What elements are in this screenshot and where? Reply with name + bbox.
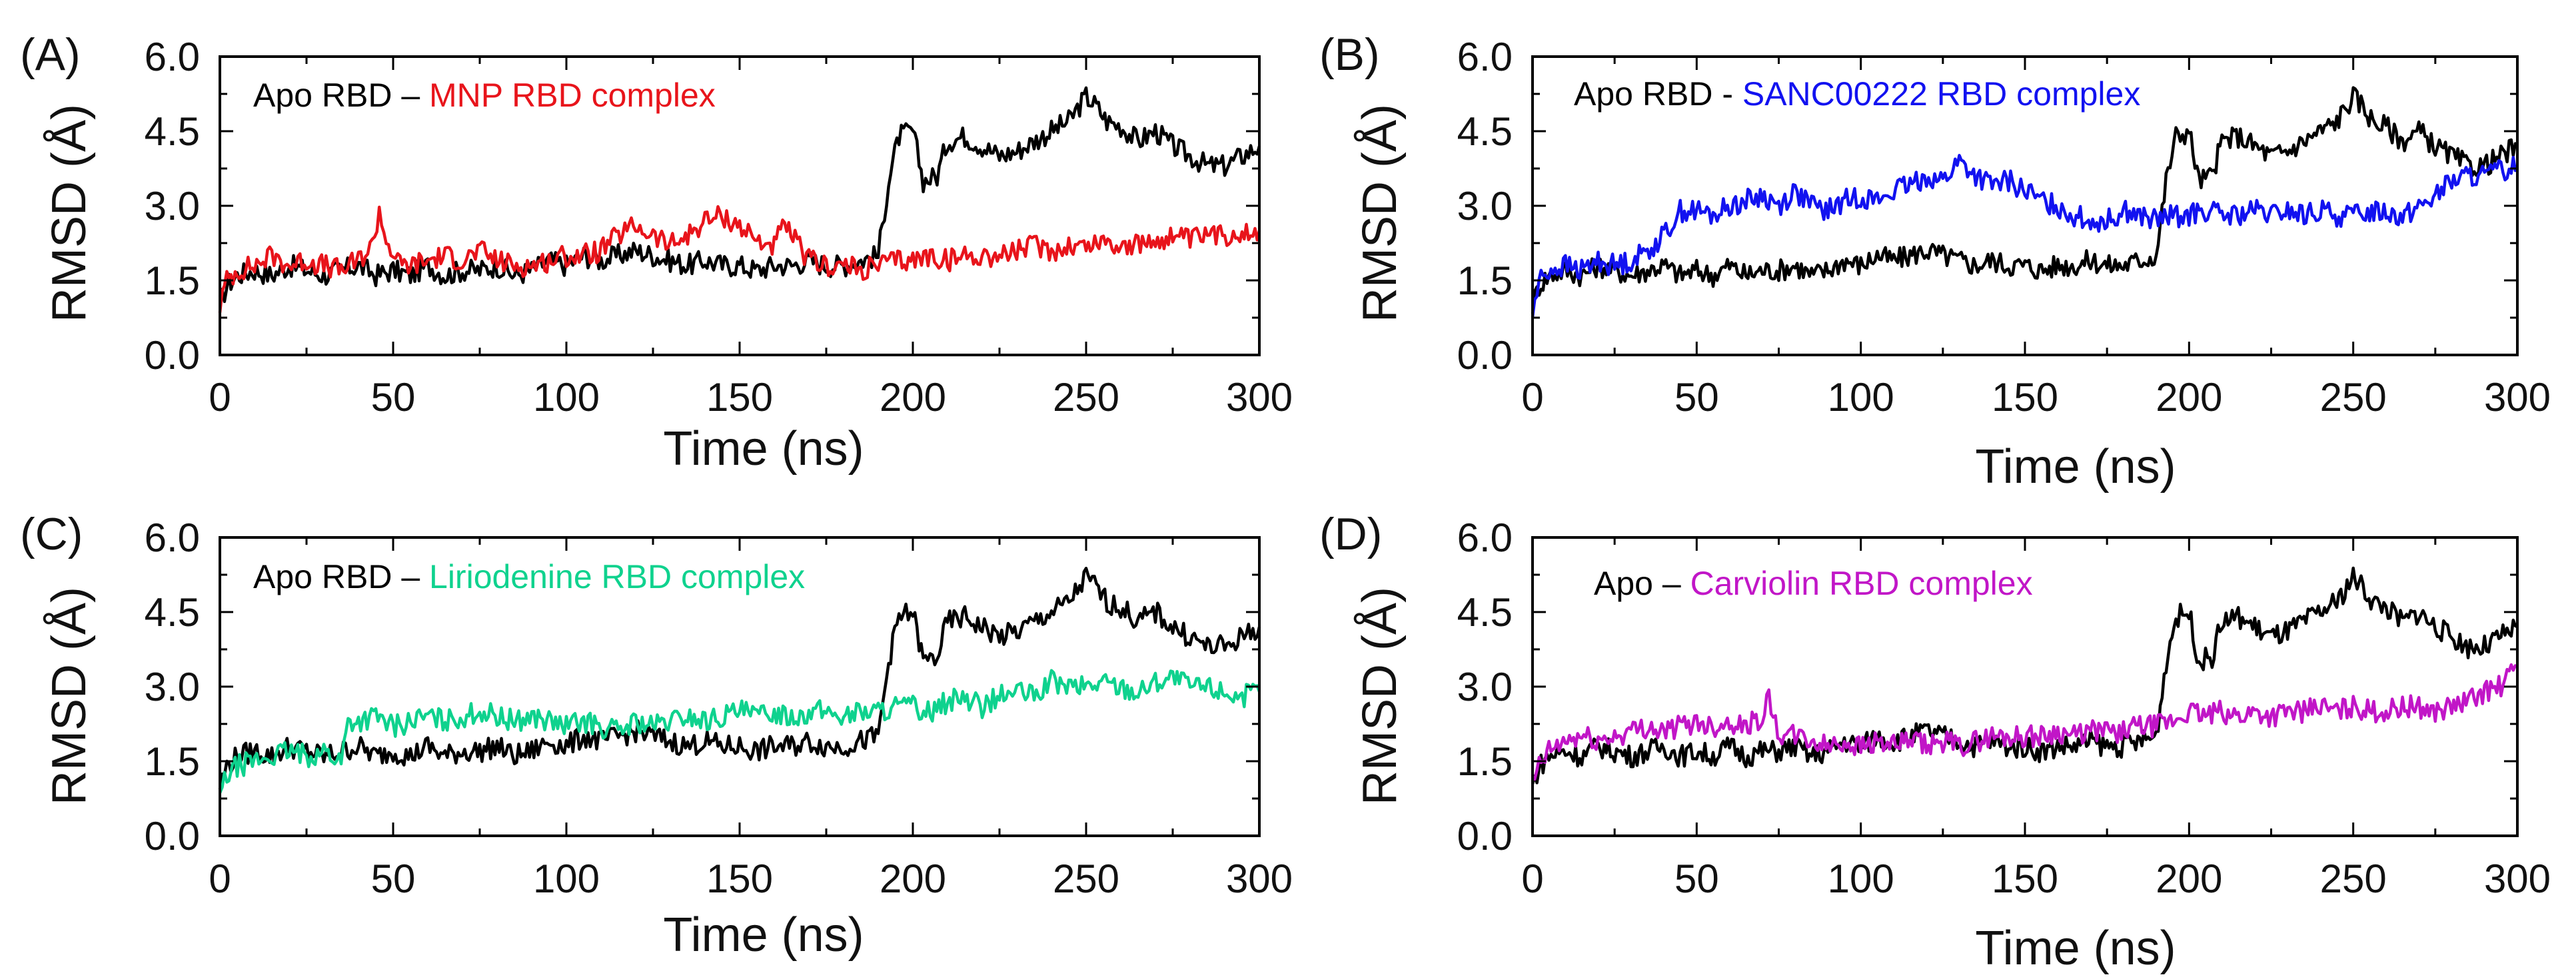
panel-label: (C)	[20, 509, 83, 559]
legend: Apo RBD – Liriodenine RBD complex	[253, 558, 805, 595]
y-tick-label: 3.0	[1457, 665, 1513, 709]
legend-series-label: Carviolin RBD complex	[1690, 565, 2033, 602]
y-tick-label: 4.5	[1457, 109, 1513, 154]
y-tick-label: 4.5	[1457, 590, 1513, 635]
y-tick-label: 3.0	[145, 665, 200, 709]
x-axis-label: Time (ns)	[1975, 440, 2176, 493]
x-tick-label: 100	[533, 856, 600, 901]
x-tick-label: 200	[880, 375, 946, 420]
series-line-apo-rbd	[218, 567, 1261, 790]
x-axis-label: Time (ns)	[663, 908, 864, 962]
y-tick-label: 6.0	[1457, 35, 1513, 79]
y-tick-label: 0.0	[1457, 333, 1513, 378]
panel-label: (D)	[1319, 509, 1382, 559]
panel-c: (C) 0.0 1.5 3.0 4.5 6.0 RMSD (Å) 0 50 100 150 20…	[20, 509, 1293, 962]
x-tick-label: 250	[1053, 375, 1119, 420]
y-tick-label: 0.0	[1457, 814, 1513, 858]
x-tick-label: 150	[706, 856, 773, 901]
y-tick-label: 1.5	[1457, 739, 1513, 784]
y-tick-label: 1.5	[145, 739, 200, 784]
panel-d: (D) 0.0 1.5 3.0 4.5 6.0 RMSD (Å) 0 50 100 150 20…	[1319, 509, 2551, 975]
y-axis-label: RMSD (Å)	[43, 104, 96, 322]
y-tick-label: 0.0	[145, 814, 200, 858]
y-tick-label: 3.0	[1457, 184, 1513, 228]
x-tick-label: 150	[1992, 375, 2058, 420]
series-line-sanc00222-rbd-complex	[1531, 154, 2519, 318]
x-tick-label: 200	[880, 856, 946, 901]
x-tick-label: 50	[1674, 375, 1719, 420]
legend-prefix: Apo RBD -	[1574, 75, 1742, 113]
x-tick-label: 50	[371, 856, 416, 901]
legend-prefix: Apo RBD –	[253, 77, 429, 114]
y-tick-label: 4.5	[145, 109, 200, 154]
x-tick-label: 100	[1828, 856, 1894, 901]
x-tick-label: 300	[2484, 856, 2551, 901]
legend-series-label: SANC00222 RBD complex	[1742, 75, 2141, 113]
panel-label: (A)	[20, 29, 81, 80]
y-tick-label: 4.5	[145, 590, 200, 635]
legend: Apo RBD - SANC00222 RBD complex	[1574, 75, 2140, 113]
y-axis-label: RMSD (Å)	[43, 587, 96, 805]
x-tick-label: 200	[2156, 856, 2222, 901]
series-line-apo-rbd	[218, 86, 1261, 304]
series-line-carviolin-rbd-complex	[1531, 663, 2519, 781]
series-line-mnp-rbd-complex	[218, 204, 1261, 313]
series-line-apo	[1531, 566, 2519, 785]
x-tick-label: 0	[209, 856, 231, 901]
legend-prefix: Apo –	[1594, 565, 1690, 602]
x-tick-label: 0	[1521, 375, 1543, 420]
x-tick-label: 250	[1053, 856, 1119, 901]
x-tick-label: 250	[2320, 375, 2387, 420]
y-tick-label: 0.0	[145, 333, 200, 378]
legend: Apo – Carviolin RBD complex	[1594, 565, 2033, 602]
legend: Apo RBD – MNP RBD complex	[253, 77, 716, 114]
y-tick-label: 6.0	[145, 35, 200, 79]
y-tick-label: 3.0	[145, 184, 200, 228]
y-tick-label: 1.5	[1457, 258, 1513, 303]
panel-label: (B)	[1319, 29, 1380, 80]
y-tick-label: 6.0	[145, 515, 200, 560]
legend-prefix: Apo RBD –	[253, 558, 429, 595]
x-tick-label: 300	[1226, 375, 1293, 420]
x-axis-label: Time (ns)	[1975, 922, 2176, 975]
panel-a: (A) 0.0 1.5 3.0 4.5 6.0 RMSD (Å) 0 50 100 150 20…	[20, 29, 1293, 476]
x-tick-label: 150	[1992, 856, 2058, 901]
x-tick-label: 300	[2484, 375, 2551, 420]
x-tick-label: 300	[1226, 856, 1293, 901]
x-tick-label: 100	[533, 375, 600, 420]
x-tick-label: 0	[1521, 856, 1543, 901]
x-tick-label: 50	[1674, 856, 1719, 901]
x-tick-label: 50	[371, 375, 416, 420]
y-tick-label: 6.0	[1457, 515, 1513, 560]
legend-series-label: MNP RBD complex	[429, 77, 716, 114]
y-axis-label: RMSD (Å)	[1353, 104, 1407, 322]
x-axis-label: Time (ns)	[663, 422, 864, 476]
x-tick-label: 100	[1828, 375, 1894, 420]
x-tick-label: 250	[2320, 856, 2387, 901]
legend-series-label: Liriodenine RBD complex	[429, 558, 805, 595]
y-tick-label: 1.5	[145, 258, 200, 303]
x-tick-label: 0	[209, 375, 231, 420]
y-axis-label: RMSD (Å)	[1353, 587, 1407, 805]
panel-b: (B) 0.0 1.5 3.0 4.5 6.0 RMSD (Å) 0 50 100 150 20…	[1319, 29, 2551, 493]
x-tick-label: 200	[2156, 375, 2222, 420]
series-line-liriodenine-rbd-complex	[218, 669, 1261, 794]
series-line-apo-rbd	[1531, 86, 2519, 314]
x-tick-label: 150	[706, 375, 773, 420]
